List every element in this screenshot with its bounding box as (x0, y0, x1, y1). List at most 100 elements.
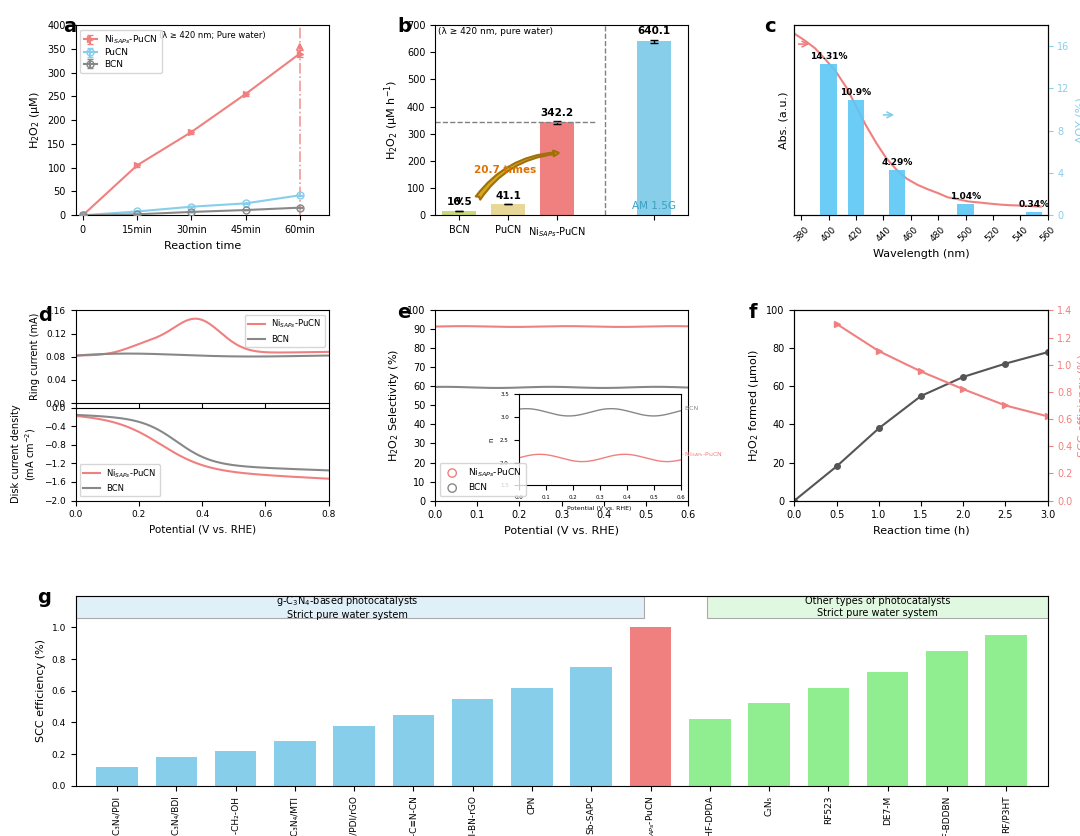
Ni$_{SAPs}$-PuCN (298, 472, 311, 482)
BCN (122, 349, 135, 359)
Bar (689, 719, 730, 786)
BCN (225, 351, 238, 361)
Y-axis label: H$_2$O$_2$ (μM): H$_2$O$_2$ (μM) (28, 91, 42, 149)
Ni$_{SAPs}$-PuCN (299, 347, 312, 357)
Ni$_{SAPs}$-PuCN (322, 347, 335, 357)
BCN (283, 464, 296, 474)
Ni$_{SAPs}$-PuCN (322, 474, 335, 484)
Y-axis label: SCC efficiency (%): SCC efficiency (%) (1078, 354, 1080, 457)
Bar (1026, 212, 1042, 216)
BCN (322, 350, 335, 360)
BCN (220, 351, 233, 361)
BCN (220, 459, 233, 469)
BCN (322, 466, 335, 476)
Text: e: e (397, 303, 410, 322)
Bar (821, 64, 837, 216)
Bar (451, 699, 494, 786)
Y-axis label: H$_2$O$_2$ (μM h$^{-1}$): H$_2$O$_2$ (μM h$^{-1}$) (382, 80, 402, 161)
Bar (156, 757, 198, 786)
Legend: Ni$_{SAPs}$-PuCN, PuCN, BCN: Ni$_{SAPs}$-PuCN, PuCN, BCN (80, 29, 162, 73)
Bar (511, 687, 553, 786)
BCN (70, 410, 83, 420)
Ni$_{SAPs}$-PuCN (219, 466, 232, 476)
BCN (69, 350, 82, 360)
Y-axis label: Abs. (a.u.): Abs. (a.u.) (779, 91, 788, 149)
Text: 20.7 times: 20.7 times (474, 166, 537, 176)
Bar (848, 100, 864, 216)
Text: (λ ≥ 420 nm, pure water): (λ ≥ 420 nm, pure water) (437, 27, 553, 36)
Legend: Ni$_{SAPs}$-PuCN, BCN: Ni$_{SAPs}$-PuCN, BCN (440, 463, 526, 496)
Ni$_{SAPs}$-PuCN (283, 472, 296, 482)
Ni$_{SAPs}$-PuCN (69, 410, 82, 421)
Bar (707, 595, 1048, 619)
Text: 16.5: 16.5 (446, 197, 472, 207)
Bar (443, 211, 476, 216)
Bar (889, 170, 905, 216)
Ni$_{SAPs}$-PuCN (220, 466, 233, 476)
BCN (246, 351, 259, 361)
Text: (λ ≥ 420 nm; Pure water): (λ ≥ 420 nm; Pure water) (159, 31, 266, 40)
BCN (219, 459, 232, 469)
BCN (224, 460, 237, 470)
Text: 4.29%: 4.29% (881, 158, 913, 166)
Bar (96, 767, 138, 786)
Line: BCN: BCN (76, 415, 328, 471)
BCN (300, 351, 313, 361)
Text: 0.34%: 0.34% (1018, 200, 1050, 208)
Bar (334, 726, 375, 786)
Ni$_{SAPs}$-PuCN (225, 336, 238, 346)
Bar (630, 627, 672, 786)
Ni$_{SAPs}$-PuCN (189, 314, 202, 324)
Text: Other types of photocatalysts
Strict pure water system: Other types of photocatalysts Strict pur… (805, 596, 950, 618)
X-axis label: Potential (V vs. RHE): Potential (V vs. RHE) (149, 525, 256, 535)
Line: Ni$_{SAPs}$-PuCN: Ni$_{SAPs}$-PuCN (76, 415, 328, 479)
Bar (274, 742, 315, 786)
BCN (298, 465, 311, 475)
Ni$_{SAPs}$-PuCN (283, 348, 296, 358)
BCN (220, 351, 233, 361)
Bar (927, 651, 968, 786)
Bar (957, 204, 974, 216)
X-axis label: Reaction time: Reaction time (163, 241, 241, 251)
Text: a: a (63, 18, 76, 37)
Bar (985, 635, 1027, 786)
Ni$_{SAPs}$-PuCN (69, 350, 82, 360)
Y-axis label: Disk current density
(mA cm$^{-2}$): Disk current density (mA cm$^{-2}$) (12, 405, 39, 503)
Ni$_{SAPs}$-PuCN (70, 411, 83, 421)
Text: 342.2: 342.2 (540, 108, 573, 118)
Text: 640.1: 640.1 (637, 27, 671, 37)
X-axis label: Potential (V vs. RHE): Potential (V vs. RHE) (504, 526, 619, 536)
X-axis label: Reaction time (h): Reaction time (h) (873, 526, 970, 536)
Line: BCN: BCN (76, 354, 328, 356)
Legend: Ni$_{SAPs}$-PuCN, BCN: Ni$_{SAPs}$-PuCN, BCN (244, 314, 325, 347)
Line: Ni$_{SAPs}$-PuCN: Ni$_{SAPs}$-PuCN (76, 319, 328, 355)
Bar (748, 703, 789, 786)
Text: c: c (765, 18, 775, 37)
Ni$_{SAPs}$-PuCN (220, 332, 233, 342)
BCN (70, 350, 83, 360)
Bar (393, 715, 434, 786)
Bar (540, 122, 573, 216)
BCN (284, 351, 297, 361)
Text: 10.9%: 10.9% (840, 88, 872, 97)
BCN (69, 410, 82, 420)
Text: b: b (397, 18, 411, 37)
Ni$_{SAPs}$-PuCN (220, 333, 233, 343)
Y-axis label: AQY (%): AQY (%) (1076, 97, 1080, 143)
Bar (637, 41, 671, 216)
Text: f: f (748, 303, 757, 322)
Text: g-C$_3$N$_4$-based photocatalysts
Strict pure water system: g-C$_3$N$_4$-based photocatalysts Strict… (276, 594, 419, 619)
Text: d: d (38, 306, 52, 324)
Bar (570, 667, 612, 786)
Y-axis label: H$_2$O$_2$ Selectivity (%): H$_2$O$_2$ Selectivity (%) (388, 349, 402, 462)
Ni$_{SAPs}$-PuCN (224, 466, 237, 477)
Text: 41.1: 41.1 (495, 191, 521, 201)
Y-axis label: Ring current (mA): Ring current (mA) (30, 313, 40, 400)
Ni$_{SAPs}$-PuCN (70, 350, 83, 360)
Text: 14.31%: 14.31% (810, 52, 848, 61)
Text: 1.04%: 1.04% (950, 192, 981, 201)
Text: g: g (37, 588, 51, 607)
Bar (76, 595, 644, 619)
Y-axis label: SCC efficiency (%): SCC efficiency (%) (36, 640, 46, 742)
Text: AM 1.5G: AM 1.5G (632, 201, 676, 212)
